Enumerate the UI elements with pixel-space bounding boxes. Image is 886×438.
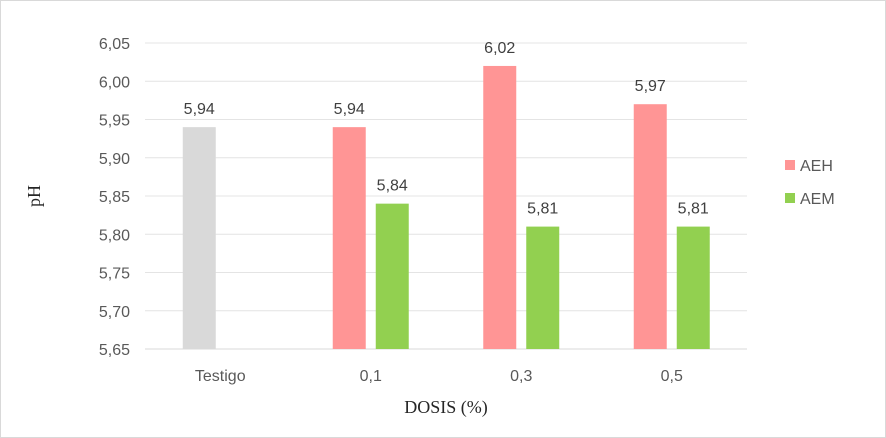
y-tick-label: 5,75 xyxy=(99,266,130,283)
x-tick-label: 0,5 xyxy=(661,368,683,385)
bar-aeh xyxy=(332,127,366,350)
bar-aem xyxy=(375,203,409,349)
y-tick-label: 6,05 xyxy=(99,36,130,53)
data-label-aem: 5,84 xyxy=(377,178,408,195)
bar-aeh xyxy=(483,65,517,349)
y-tick-labels: 5,65 5,70 5,75 5,80 5,85 5,90 5,95 6,00 6,05 xyxy=(99,36,130,359)
legend-label-aem: AEM xyxy=(800,191,835,208)
data-label-aeh: 5,94 xyxy=(334,101,365,118)
bar-aeh xyxy=(633,104,667,349)
y-tick-label: 5,65 xyxy=(99,342,130,359)
data-label-aem: 5,81 xyxy=(678,201,709,218)
legend-label-aeh: AEH xyxy=(800,158,833,175)
legend-swatch-aem xyxy=(785,193,795,203)
x-tick-label: Testigo xyxy=(195,368,246,385)
bar-control xyxy=(182,127,216,350)
bars xyxy=(182,65,710,350)
y-tick-label: 5,70 xyxy=(99,304,130,321)
data-label-aeh: 5,97 xyxy=(635,78,666,95)
y-tick-label: 5,90 xyxy=(99,151,130,168)
x-tick-label: 0,3 xyxy=(510,368,532,385)
y-tick-label: 6,00 xyxy=(99,74,130,91)
y-axis-title: pH xyxy=(24,185,44,207)
data-label-control: 5,94 xyxy=(184,101,215,118)
y-tick-label: 5,80 xyxy=(99,227,130,244)
data-label-aem: 5,81 xyxy=(527,201,558,218)
bar-aem xyxy=(676,226,710,349)
x-tick-label: 0,1 xyxy=(360,368,382,385)
x-tick-labels: Testigo 0,1 0,3 0,5 xyxy=(195,368,683,385)
y-tick-label: 5,95 xyxy=(99,113,130,130)
data-labels: 5,94 5,94 5,84 6,02 5,81 5,97 5,81 xyxy=(184,40,709,218)
y-tick-label: 5,85 xyxy=(99,189,130,206)
x-axis-title: DOSIS (%) xyxy=(404,397,488,418)
data-label-aeh: 6,02 xyxy=(484,40,515,57)
bar-aem xyxy=(526,226,560,349)
legend: AEH AEM xyxy=(785,158,835,208)
legend-swatch-aeh xyxy=(785,160,795,170)
